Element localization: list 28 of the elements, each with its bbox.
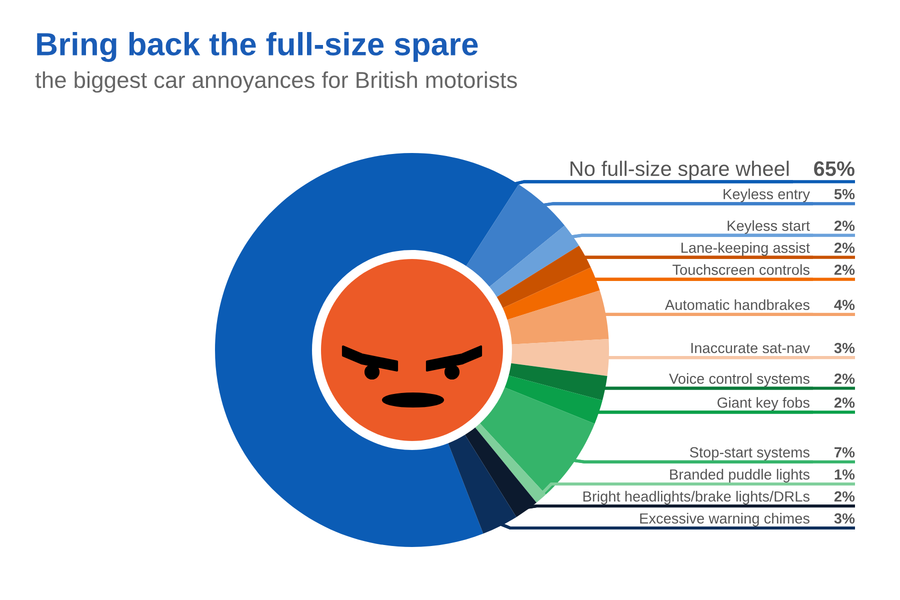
slice-label: Voice control systems [669, 373, 810, 387]
slice-label: Touchscreen controls [672, 264, 810, 275]
chart-title: Bring back the full-size spare [37, 32, 478, 62]
data-label: 4% [834, 300, 855, 310]
slice-label: Inaccurate sat-nav [691, 343, 810, 354]
slice-label: Branded puddle lights [670, 468, 810, 482]
slice-label: Automatic handbrakes [664, 299, 810, 310]
slice-label: Excessive warning chimes [640, 512, 810, 526]
data-label: 3% [834, 342, 855, 354]
slice-label: Stop-start systems [690, 447, 810, 460]
chart-subtitle: the biggest car annoyances for British motorists [35, 71, 517, 93]
data-label: 2% [834, 264, 855, 275]
data-label: 2% [834, 374, 855, 384]
data-label: 2% [834, 491, 855, 502]
slice-label: Lane-keeping assist [681, 242, 810, 256]
slice-label: No full-size spare wheel [570, 160, 789, 180]
data-label: 2% [834, 242, 855, 253]
data-label: 7% [834, 447, 855, 458]
data-label: 3% [834, 513, 855, 524]
data-label: 2% [834, 397, 855, 408]
slice-label: Keyless entry [724, 188, 810, 202]
data-label: 2% [834, 220, 855, 231]
slice-label: Bright headlights/brake lights/DRLs [583, 490, 810, 504]
data-label: 5% [834, 189, 855, 200]
data-label: 65% [814, 161, 854, 176]
slice-label: Giant key fobs [718, 397, 810, 411]
data-label: 1% [834, 469, 855, 480]
slice-label: Keyless start [728, 220, 810, 234]
